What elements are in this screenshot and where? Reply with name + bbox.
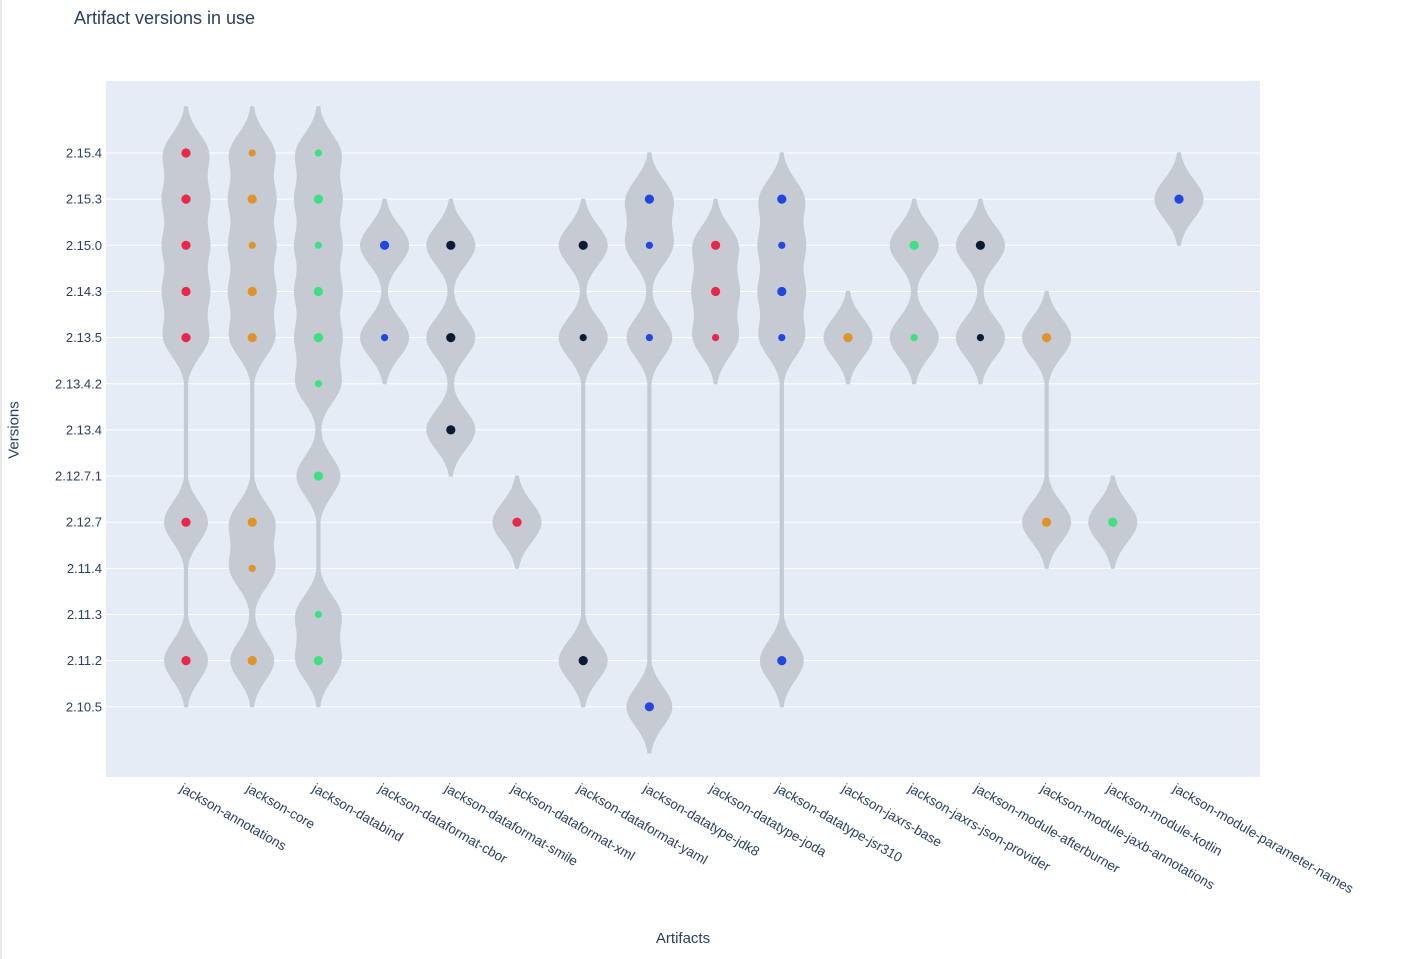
x-tick-labels: jackson-annotationsjackson-corejackson-d…	[177, 780, 1357, 896]
data-point[interactable]	[910, 334, 918, 342]
y-tick-label: 2.11.3	[67, 607, 102, 622]
violin-jackson-jaxrs-json-provider	[889, 198, 939, 385]
data-point[interactable]	[313, 471, 323, 481]
data-point[interactable]	[314, 149, 322, 157]
data-point[interactable]	[711, 240, 721, 250]
data-point[interactable]	[777, 286, 787, 297]
data-point[interactable]	[644, 702, 655, 712]
data-points	[181, 148, 1184, 712]
data-point[interactable]	[247, 333, 257, 343]
data-point[interactable]	[1174, 194, 1184, 204]
page-edge	[0, 0, 2, 959]
data-point[interactable]	[778, 241, 786, 249]
data-point[interactable]	[248, 564, 256, 572]
data-point[interactable]	[313, 656, 323, 666]
data-point[interactable]	[247, 517, 257, 527]
data-point[interactable]	[181, 656, 191, 666]
violin-jackson-datatype-jdk8	[624, 152, 674, 754]
x-axis-title: Artifacts	[655, 930, 711, 947]
data-point[interactable]	[777, 194, 787, 204]
data-point[interactable]	[181, 286, 191, 297]
violin-jackson-module-afterburner	[955, 198, 1005, 385]
data-point[interactable]	[778, 334, 786, 342]
data-point[interactable]	[975, 240, 986, 250]
data-point[interactable]	[645, 334, 654, 342]
data-point[interactable]	[645, 241, 654, 249]
data-point[interactable]	[711, 286, 721, 297]
violin-jackson-core	[227, 106, 277, 708]
data-point[interactable]	[578, 240, 588, 250]
violin-jackson-annotations	[161, 106, 211, 708]
violin-jackson-databind	[293, 106, 343, 708]
data-point[interactable]	[843, 333, 853, 343]
data-point[interactable]	[909, 240, 919, 250]
data-point[interactable]	[313, 286, 323, 297]
y-tick-label: 2.11.2	[67, 653, 102, 668]
plot-background	[106, 81, 1260, 777]
data-point[interactable]	[248, 241, 256, 249]
data-point[interactable]	[512, 517, 522, 527]
y-tick-label: 2.15.0	[66, 238, 102, 253]
y-tick-label: 2.13.5	[66, 330, 102, 345]
data-point[interactable]	[578, 656, 588, 666]
x-tick-label: jackson-module-kotlin	[1103, 780, 1224, 859]
data-point[interactable]	[644, 194, 655, 204]
data-point[interactable]	[777, 656, 787, 666]
y-tick-label: 2.15.3	[66, 192, 102, 207]
data-point[interactable]	[380, 240, 390, 250]
data-point[interactable]	[247, 194, 257, 204]
data-point[interactable]	[1108, 517, 1118, 527]
data-point[interactable]	[313, 194, 323, 204]
x-tick-label: jackson-annotations	[177, 780, 290, 854]
x-tick-label: jackson-datatype-jsr310	[772, 780, 904, 865]
data-point[interactable]	[446, 333, 456, 343]
data-point[interactable]	[1042, 517, 1052, 527]
data-point[interactable]	[976, 334, 985, 342]
y-tick-label: 2.11.4	[67, 561, 102, 576]
data-point[interactable]	[314, 241, 322, 249]
data-point[interactable]	[446, 425, 456, 435]
x-tick-label: jackson-datatype-joda	[706, 780, 829, 860]
data-point[interactable]	[181, 333, 191, 343]
data-point[interactable]	[1042, 333, 1052, 343]
data-point[interactable]	[314, 610, 322, 619]
data-point[interactable]	[248, 149, 256, 157]
y-tick-label: 2.13.4	[66, 422, 102, 437]
y-tick-label: 2.12.7	[66, 515, 102, 530]
data-point[interactable]	[181, 517, 191, 527]
data-point[interactable]	[712, 334, 720, 342]
chart-title: Artifact versions in use	[74, 8, 256, 28]
data-point[interactable]	[181, 194, 191, 204]
violin-jackson-datatype-jsr310	[757, 152, 807, 708]
violin-jackson-dataformat-cbor	[360, 198, 410, 385]
y-tick-label: 2.15.4	[66, 146, 102, 161]
data-point[interactable]	[247, 286, 257, 297]
violin-jackson-dataformat-yaml	[558, 198, 608, 708]
x-tick-label: jackson-datatype-jdk8	[640, 780, 762, 859]
data-point[interactable]	[181, 240, 191, 250]
data-point[interactable]	[579, 334, 587, 342]
data-point[interactable]	[181, 148, 191, 158]
y-tick-label: 2.10.5	[66, 699, 102, 714]
data-point[interactable]	[313, 333, 323, 343]
y-tick-label: 2.13.4.2	[55, 376, 102, 391]
y-tick-label: 2.12.7.1	[55, 469, 102, 484]
data-point[interactable]	[314, 380, 322, 388]
data-point[interactable]	[381, 334, 389, 342]
y-tick-label: 2.14.3	[66, 284, 102, 299]
violin-jackson-module-jaxb-annotations	[1022, 290, 1072, 569]
data-point[interactable]	[446, 240, 456, 250]
y-tick-labels: 2.10.5 2.11.2 2.11.3 2.11.4 2.12.7 2.12.7.1 2.…	[55, 146, 102, 715]
data-point[interactable]	[247, 656, 257, 666]
